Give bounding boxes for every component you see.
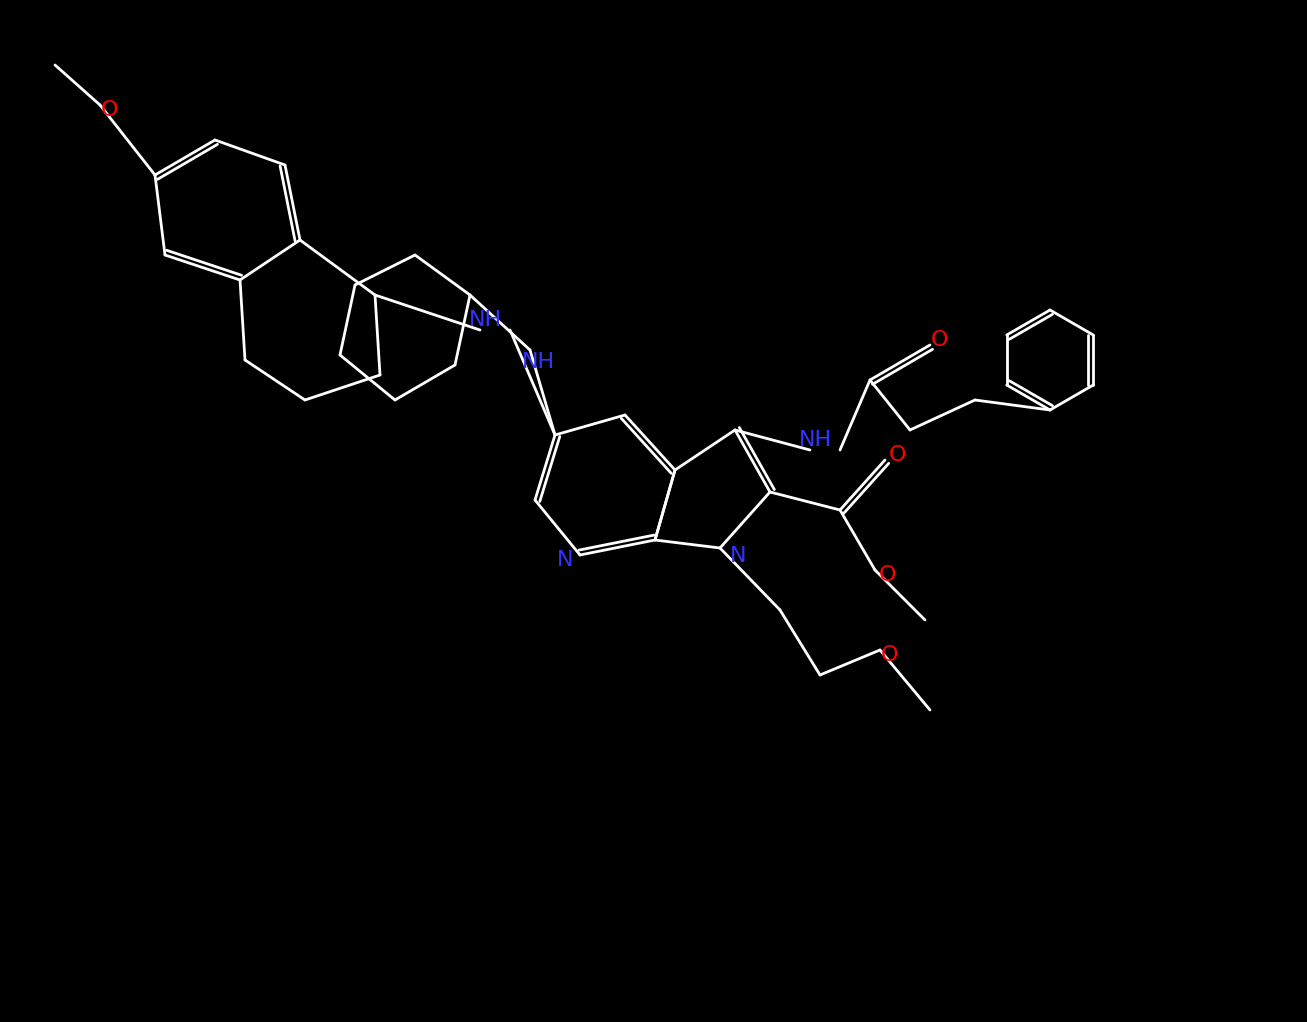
Text: NH: NH [468,310,502,330]
Text: NH: NH [521,352,554,372]
Text: N: N [557,550,574,570]
Text: O: O [878,565,895,585]
Text: N: N [729,546,746,566]
Text: O: O [889,445,906,465]
Text: O: O [932,330,949,350]
Text: O: O [881,645,899,665]
Text: O: O [101,100,119,120]
Text: NH: NH [799,430,831,450]
